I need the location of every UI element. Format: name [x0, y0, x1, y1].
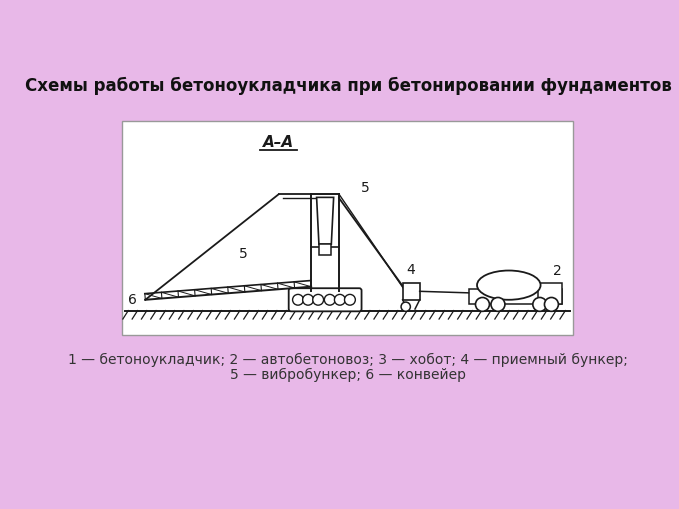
Text: 5: 5 — [240, 247, 248, 261]
Ellipse shape — [477, 270, 540, 300]
Circle shape — [401, 302, 410, 312]
Text: Схемы работы бетоноукладчика при бетонировании фундаментов: Схемы работы бетоноукладчика при бетонир… — [24, 77, 672, 95]
Bar — [538, 283, 562, 304]
Polygon shape — [316, 197, 333, 244]
Text: 5 — вибробункер; 6 — конвейер: 5 — вибробункер; 6 — конвейер — [230, 368, 466, 382]
Circle shape — [335, 294, 346, 305]
Circle shape — [344, 294, 355, 305]
Bar — [469, 289, 562, 304]
Circle shape — [293, 294, 304, 305]
Circle shape — [325, 294, 335, 305]
Text: 1 — бетоноукладчик; 2 — автобетоновоз; 3 — хобот; 4 — приемный бункер;: 1 — бетоноукладчик; 2 — автобетоновоз; 3… — [68, 353, 628, 367]
Circle shape — [545, 297, 558, 312]
Bar — [122, 121, 573, 335]
Circle shape — [303, 294, 314, 305]
Bar — [403, 283, 420, 300]
Text: A–A: A–A — [263, 135, 294, 150]
Text: 6: 6 — [128, 293, 137, 307]
FancyBboxPatch shape — [289, 288, 361, 312]
Circle shape — [533, 297, 547, 312]
Bar — [319, 244, 331, 255]
Circle shape — [313, 294, 324, 305]
Text: 2: 2 — [553, 264, 562, 278]
Circle shape — [491, 297, 505, 312]
Text: 5: 5 — [361, 181, 370, 195]
Circle shape — [475, 297, 490, 312]
Text: 4: 4 — [407, 263, 416, 276]
